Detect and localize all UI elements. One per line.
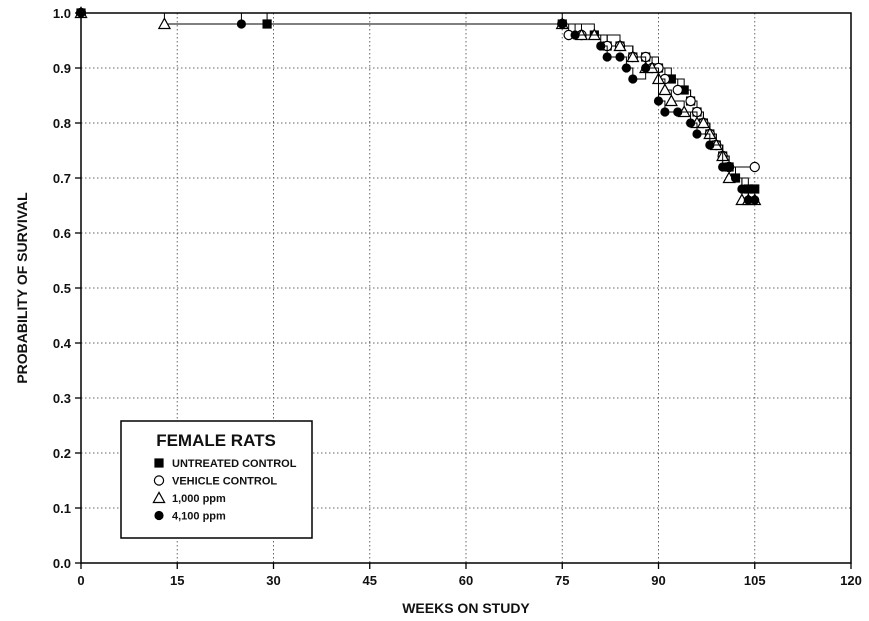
data-point (658, 83, 672, 96)
legend-marker (153, 475, 165, 486)
x-tick-label: 45 (363, 573, 377, 588)
legend-entry: UNTREATED CONTROL (154, 458, 297, 470)
data-point (718, 162, 728, 172)
data-point (557, 19, 567, 29)
x-tick-label: 60 (459, 573, 473, 588)
data-point (750, 195, 760, 205)
data-point (570, 30, 580, 40)
y-tick-label: 0.6 (53, 226, 71, 241)
data-point (613, 39, 627, 52)
legend-marker (154, 458, 164, 468)
y-tick-label: 0.9 (53, 61, 71, 76)
data-point (696, 116, 711, 129)
tick-labels: 0 15 30 45 60 75 90 105 120 0.0 0.1 0.2 0.3 0.4 0.5 0.6… (53, 6, 862, 588)
y-tick-label: 0.2 (53, 446, 71, 461)
data-point (660, 107, 670, 117)
data-point (641, 63, 651, 73)
x-tick-label: 120 (840, 573, 862, 588)
y-tick-label: 0.3 (53, 391, 71, 406)
x-tick-label: 15 (170, 573, 184, 588)
data-point (157, 17, 172, 30)
legend-box (120, 420, 313, 539)
data-point (749, 161, 760, 173)
legend-entry: 1,000 ppm (152, 491, 226, 505)
data-point (615, 52, 625, 62)
data-point (653, 96, 664, 106)
legend: FEMALE RATS UNTREATED CONTROL VEHICLE CON… (120, 420, 313, 539)
data-point (750, 184, 760, 194)
legend-entry: 4,100 ppm (154, 511, 226, 523)
legend-marker (152, 491, 166, 504)
legend-label: VEHICLE CONTROL (172, 476, 277, 488)
x-tick-label: 90 (651, 573, 665, 588)
x-tick-label: 30 (266, 573, 280, 588)
x-tick-label: 0 (77, 573, 84, 588)
data-point (705, 140, 715, 150)
y-tick-label: 0.4 (53, 336, 72, 351)
data-point (685, 95, 696, 107)
data-point (743, 195, 753, 205)
x-tick-label: 75 (555, 573, 569, 588)
data-point (621, 63, 632, 73)
legend-entries: UNTREATED CONTROL VEHICLE CONTROL 1,000 pp… (152, 458, 297, 523)
data-point (724, 162, 734, 172)
data-point (692, 129, 702, 139)
data-point (626, 50, 640, 63)
series-layer (74, 6, 762, 206)
y-tick-label: 0.7 (53, 171, 71, 186)
data-point (673, 107, 683, 117)
y-tick-label: 0.1 (53, 501, 71, 516)
data-point (628, 74, 638, 84)
data-point (596, 41, 606, 51)
ticks (75, 12, 852, 569)
data-point (664, 94, 678, 107)
data-point (587, 28, 601, 41)
data-point (236, 19, 247, 29)
x-tick-label: 105 (744, 573, 766, 588)
y-tick-label: 0.5 (53, 281, 71, 296)
data-point (672, 84, 683, 96)
data-point (685, 118, 696, 128)
legend-marker (154, 510, 164, 521)
x-axis-label: WEEKS ON STUDY (402, 600, 530, 616)
y-tick-label: 0.8 (53, 116, 71, 131)
legend-entry: VEHICLE CONTROL (153, 475, 277, 488)
data-point (602, 52, 612, 62)
legend-label: 1,000 ppm (172, 493, 226, 505)
y-tick-label: 0.0 (53, 556, 71, 571)
legend-label: 4,100 ppm (172, 511, 226, 523)
series-3 (76, 8, 760, 205)
legend-label: UNTREATED CONTROL (172, 458, 297, 470)
data-point (737, 184, 747, 194)
y-axis-label: PROBABILITY OF SURVIVAL (14, 192, 30, 384)
data-point (730, 173, 741, 183)
y-tick-label: 1.0 (53, 6, 71, 21)
legend-title: FEMALE RATS (156, 431, 276, 450)
